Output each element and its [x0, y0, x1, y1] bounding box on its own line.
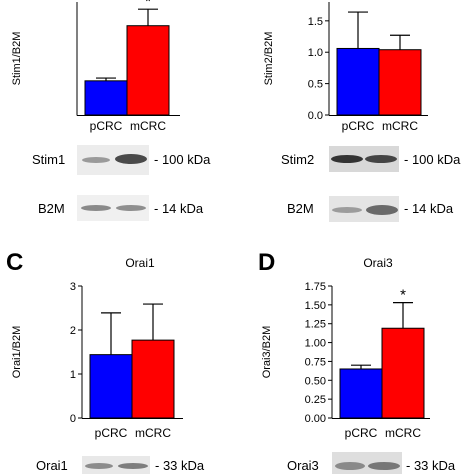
y-tick-label: 2: [70, 325, 76, 337]
blot-band: [331, 155, 363, 163]
y-axis-label: Orai1/B2M: [11, 326, 23, 379]
band-size: - 100 kDa: [154, 152, 211, 167]
y-axis-label: Orai3/B2M: [261, 326, 273, 379]
x-tick-label: pCRC: [342, 119, 375, 133]
blot-band: [115, 154, 147, 164]
charts-layer: * pCRC mCRC Stim1/B2M 0.0 0.5 1.0 1.5 pCRC mCRC St…: [11, 0, 430, 440]
bar-stim1-mcrc: [126, 25, 170, 116]
y-tick-label: 1.0: [308, 47, 323, 59]
x-tick-label: mCRC: [135, 426, 171, 440]
panel-title-orai3: Orai3: [363, 256, 393, 270]
y-tick-label: 1: [70, 369, 76, 381]
y-tick-label: 0.0: [308, 110, 323, 122]
x-tick-label: pCRC: [345, 426, 378, 440]
band-label: B2M: [38, 201, 65, 216]
panel-title-orai1: Orai1: [125, 256, 155, 270]
x-tick-label: mCRC: [130, 119, 166, 133]
y-tick-label: 0.50: [305, 375, 326, 387]
band-label: Stim1: [32, 152, 65, 167]
bar-orai1-mcrc: [131, 339, 175, 419]
band-size: - 14 kDa: [404, 201, 454, 216]
y-tick-label: 0.25: [305, 394, 326, 406]
bar-stim2-pcrc: [336, 47, 380, 116]
blot-band: [118, 463, 148, 469]
y-tick-label: 1.50: [305, 300, 326, 312]
y-tick-label: 0.5: [308, 79, 323, 91]
bar-orai1-pcrc: [89, 354, 133, 419]
x-tick-label: pCRC: [90, 119, 123, 133]
y-tick-label: 0.75: [305, 356, 326, 368]
y-tick-label: 1.25: [305, 319, 326, 331]
band-size: - 33 kDa: [406, 458, 456, 473]
blot-band: [335, 462, 365, 470]
band-label: Orai3: [287, 458, 319, 473]
y-tick-label: 3: [70, 281, 76, 293]
significance-marker: *: [145, 0, 151, 10]
x-tick-label: mCRC: [382, 119, 418, 133]
blot-band: [116, 205, 146, 211]
blot-band: [82, 157, 110, 163]
panel-letter-d: D: [258, 249, 275, 276]
y-axis-label: Stim2/B2M: [263, 32, 275, 86]
panel-letter-c: C: [6, 249, 23, 276]
bar-orai3-pcrc: [339, 368, 383, 419]
blot-band: [366, 205, 398, 215]
y-tick-label: 1.75: [305, 281, 326, 293]
band-label: B2M: [287, 201, 314, 216]
band-size: - 33 kDa: [155, 458, 205, 473]
significance-marker: *: [400, 287, 406, 304]
y-tick-label: 0: [70, 413, 76, 425]
blot-orai1-membrane: [82, 456, 150, 474]
blot-band: [368, 462, 400, 470]
y-tick-label: 1.5: [308, 16, 323, 28]
y-tick-label: 0.00: [305, 413, 326, 425]
band-label: Orai1: [36, 458, 68, 473]
band-size: - 14 kDa: [154, 201, 204, 216]
x-tick-label: pCRC: [95, 426, 128, 440]
blot-band: [81, 205, 111, 211]
bar-stim2-mcrc: [378, 49, 422, 116]
blot-band: [85, 463, 113, 469]
blot-band: [365, 155, 397, 163]
y-axis-label: Stim1/B2M: [11, 32, 23, 86]
blot-band: [332, 207, 362, 213]
bar-stim1-pcrc: [84, 80, 128, 116]
bar-orai3-mcrc: [381, 327, 425, 419]
x-tick-label: mCRC: [385, 426, 421, 440]
y-tick-label: 1.00: [305, 338, 326, 350]
band-label: Stim2: [281, 152, 314, 167]
band-size: - 100 kDa: [404, 152, 461, 167]
